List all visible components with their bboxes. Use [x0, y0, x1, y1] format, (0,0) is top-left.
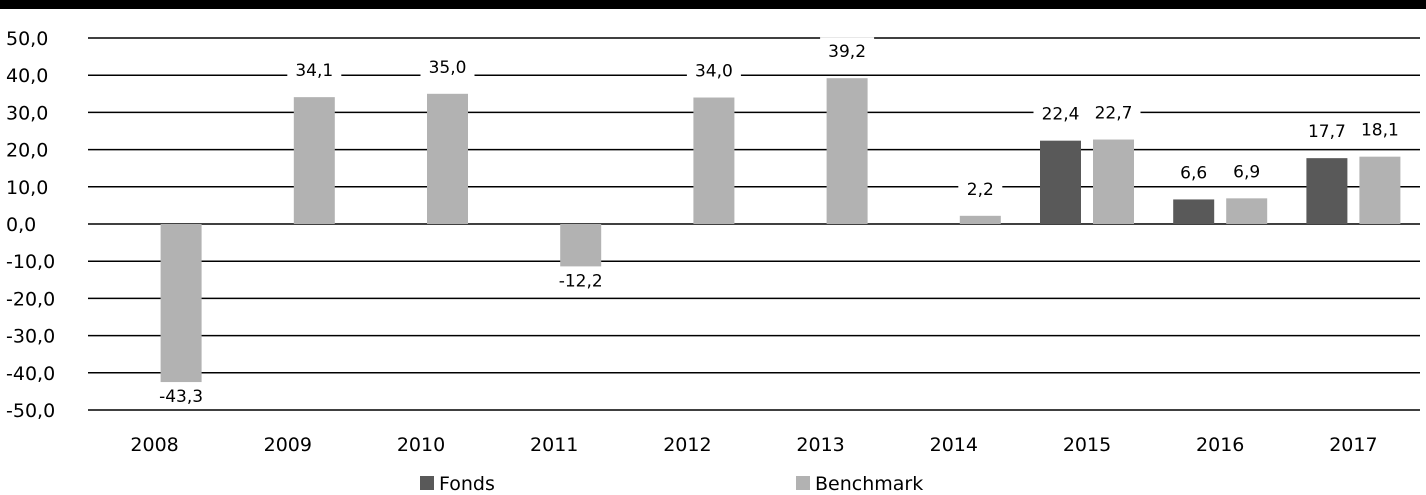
y-tick-label: -20,0 [6, 288, 55, 310]
y-tick-label: -10,0 [6, 251, 55, 273]
x-tick-label: 2012 [663, 434, 711, 456]
data-label-background [1033, 99, 1088, 126]
data-label-benchmark: 35,0 [429, 58, 467, 78]
gridlines [88, 37, 1420, 411]
x-tick-label: 2009 [264, 434, 312, 456]
data-label-fonds: 6,6 [1180, 163, 1207, 183]
x-axis-ticks: 2008 2009 2010 2011 2012 2013 2014 2015 2016 2017 [130, 434, 1377, 456]
legend-label-fonds: Fonds [439, 473, 495, 495]
y-axis-ticks: 50,0 40,0 30,0 20,0 10,0 0,0 -10,0 -20,0 -30,0 -4… [6, 28, 55, 422]
legend-label-benchmark: Benchmark [815, 473, 923, 495]
bar-benchmark-2017 [1359, 156, 1401, 224]
data-label-background [149, 382, 214, 409]
legend-swatch-fonds [420, 476, 434, 490]
data-label-benchmark: 6,9 [1233, 162, 1260, 182]
bar-benchmark-2013 [826, 78, 868, 225]
data-label-benchmark: 18,1 [1361, 121, 1399, 141]
bar-fonds-2017 [1306, 158, 1348, 224]
bar-fonds-2015 [1040, 140, 1081, 224]
y-tick-label: -30,0 [6, 326, 55, 348]
data-label-benchmark: 2,2 [967, 180, 994, 200]
data-label-benchmark: -43,3 [159, 387, 203, 407]
data-label-background [287, 56, 342, 83]
y-tick-label: -50,0 [6, 400, 55, 422]
bar-benchmark-2011 [560, 224, 602, 270]
data-label-background [420, 52, 475, 79]
y-tick-label: 40,0 [6, 65, 48, 87]
x-tick-label: 2008 [130, 434, 178, 456]
data-label-background [1299, 117, 1354, 144]
data-label-benchmark: 39,2 [828, 42, 866, 62]
x-tick-label: 2013 [796, 434, 844, 456]
data-label-fonds: 17,7 [1308, 122, 1346, 142]
y-tick-label: 30,0 [6, 102, 48, 124]
y-tick-label: 50,0 [6, 28, 48, 50]
data-labels-group: -43,3 34,1 35,0 -12,2 34,0 39,2 2,2 22,4 22,7 6,6… [149, 37, 1407, 409]
data-label-background [1171, 158, 1216, 185]
x-tick-label: 2017 [1329, 434, 1377, 456]
bar-benchmark-2016 [1226, 198, 1268, 224]
x-tick-label: 2010 [397, 434, 445, 456]
data-label-background [1352, 115, 1407, 142]
legend: Fonds Benchmark [420, 473, 923, 495]
data-label-benchmark: 34,1 [295, 61, 333, 81]
y-tick-label: -40,0 [6, 363, 55, 385]
data-label-background [1224, 157, 1269, 184]
x-tick-label: 2014 [930, 434, 978, 456]
data-label-benchmark: 22,7 [1095, 104, 1133, 124]
legend-swatch-benchmark [796, 476, 810, 490]
bar-benchmark-2008 [160, 224, 202, 386]
bar-benchmark-2010 [427, 93, 468, 224]
data-label-background [1086, 98, 1141, 125]
bar-fonds-2016 [1173, 199, 1215, 224]
x-tick-label: 2016 [1196, 434, 1244, 456]
bar-benchmark-2014 [959, 215, 1001, 224]
y-tick-label: 0,0 [6, 214, 36, 236]
bar-benchmark-2009 [293, 97, 335, 224]
x-tick-label: 2015 [1063, 434, 1111, 456]
y-tick-label: 10,0 [6, 177, 48, 199]
bar-benchmark-2015 [1093, 139, 1134, 224]
data-label-background [958, 174, 1003, 201]
data-label-background [820, 37, 875, 64]
data-label-fonds: 22,4 [1042, 105, 1080, 125]
x-tick-label: 2011 [530, 434, 578, 456]
data-label-benchmark: -12,2 [559, 271, 603, 291]
data-label-background [548, 266, 613, 293]
bars-group [160, 78, 1401, 386]
data-label-benchmark: 34,0 [695, 62, 733, 82]
bar-benchmark-2012 [693, 97, 735, 224]
data-label-background [686, 56, 741, 83]
top-border-bar [0, 0, 1426, 9]
y-tick-label: 20,0 [6, 140, 48, 162]
